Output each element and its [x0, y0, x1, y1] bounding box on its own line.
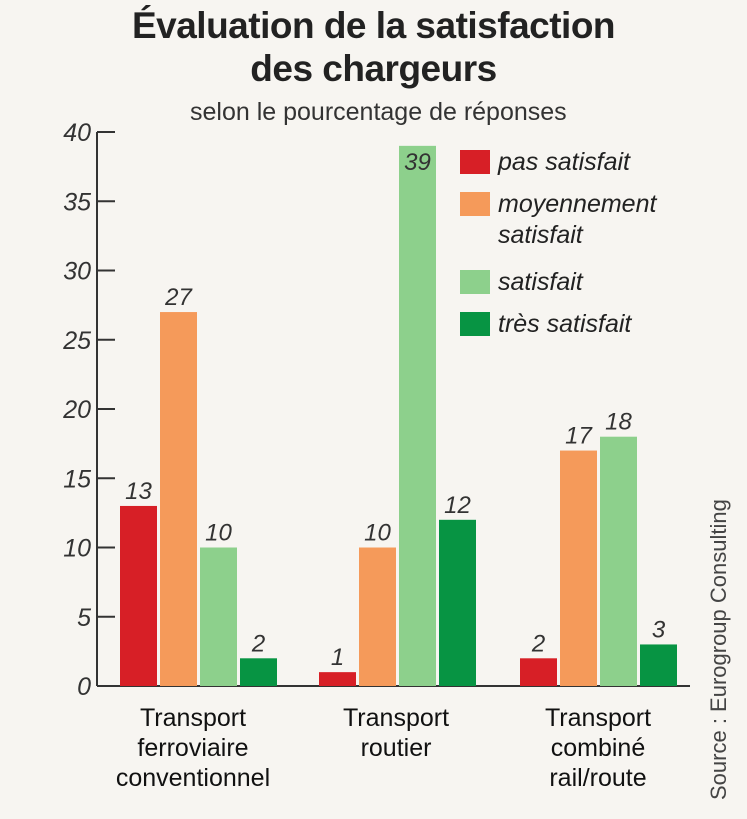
y-tick-label: 30 — [63, 258, 91, 286]
legend-swatch — [460, 192, 490, 216]
category-label: Transport — [343, 704, 449, 732]
bar-value-label: 17 — [565, 423, 593, 450]
legend-swatch — [460, 312, 490, 336]
bar — [560, 450, 597, 686]
bar-value-label: 1 — [331, 644, 344, 671]
source-note: Source : Eurogroup Consulting — [706, 499, 731, 800]
bar — [520, 658, 557, 686]
bar — [240, 658, 277, 686]
bar — [600, 436, 637, 686]
legend-label: satisfait — [498, 268, 584, 296]
legend-label: satisfait — [498, 221, 584, 249]
bar — [359, 547, 396, 686]
chart-title-line-1: Évaluation de la satisfaction — [131, 5, 616, 46]
legend-label: pas satisfait — [497, 148, 631, 176]
y-tick-label: 0 — [77, 673, 91, 701]
bar-value-label: 3 — [652, 616, 666, 643]
bar — [399, 145, 436, 687]
bar-value-label: 39 — [404, 149, 431, 176]
bar-value-label: 10 — [205, 520, 232, 547]
bar-value-label: 18 — [605, 409, 632, 436]
category-label: routier — [361, 734, 432, 762]
category-label: combiné — [551, 734, 646, 762]
y-tick-label: 35 — [63, 188, 91, 216]
bar-value-label: 2 — [251, 630, 265, 657]
legend-label: très satisfait — [498, 310, 632, 338]
bar — [640, 644, 677, 686]
bar-value-label: 12 — [444, 492, 471, 519]
bar — [120, 505, 157, 686]
category-label: ferroviaire — [137, 734, 248, 762]
y-tick-label: 10 — [63, 535, 91, 563]
bar-value-label: 13 — [125, 478, 152, 505]
chart-title-line-2: des chargeurs — [250, 48, 497, 89]
chart-subtitle: selon le pourcentage de réponses — [190, 98, 567, 126]
y-tick-label: 20 — [62, 396, 91, 424]
y-tick-label: 25 — [62, 327, 91, 355]
category-label: rail/route — [549, 764, 646, 792]
category-label: conventionnel — [116, 764, 270, 792]
bar — [200, 547, 237, 686]
y-tick-label: 40 — [63, 119, 91, 147]
category-label: Transport — [545, 704, 651, 732]
y-tick-label: 15 — [63, 465, 91, 493]
bar-value-label: 27 — [164, 284, 193, 311]
bar-value-label: 10 — [364, 520, 391, 547]
legend-label: moyennement — [498, 190, 657, 218]
chart-title: Évaluation de la satisfaction des charge… — [0, 4, 747, 90]
legend-swatch — [460, 270, 490, 294]
bar — [319, 672, 356, 686]
legend-swatch — [460, 150, 490, 174]
bar — [160, 312, 197, 686]
bar — [439, 519, 476, 686]
bar-value-label: 2 — [531, 630, 545, 657]
category-label: Transport — [140, 704, 246, 732]
y-tick-label: 5 — [77, 604, 91, 632]
